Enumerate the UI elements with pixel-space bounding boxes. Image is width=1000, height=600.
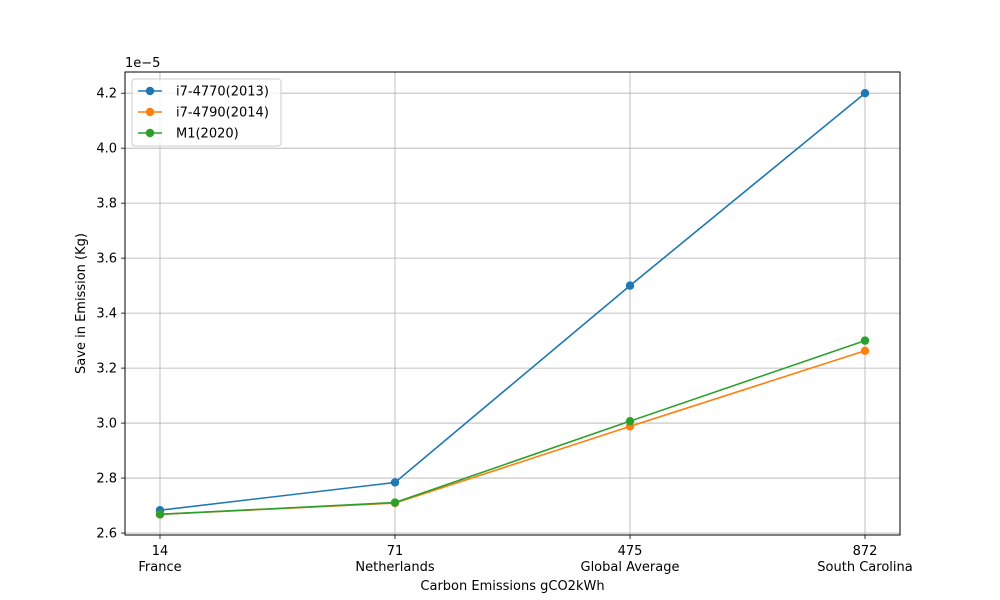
y-tick-label: 3.2 <box>96 362 117 377</box>
y-tick-label: 2.8 <box>96 472 117 487</box>
plot-area-frame <box>124 71 901 536</box>
y-tick-label: 3.6 <box>96 252 117 267</box>
data-point <box>625 416 635 426</box>
x-axis-label: Carbon Emissions gCO2kWh <box>420 579 604 594</box>
data-point <box>155 510 165 519</box>
legend: i7-4770(2013) i7-4790(2014) M1(2020) <box>131 78 282 147</box>
data-point <box>860 346 870 355</box>
y-tick-label: 3.4 <box>96 307 117 322</box>
series-line-3 <box>159 339 866 516</box>
data-point <box>860 336 870 345</box>
data-point <box>390 478 400 487</box>
data-point <box>390 498 400 507</box>
legend-label: i7-4790(2014) <box>176 106 269 121</box>
series-line-1 <box>159 92 866 512</box>
y-tick-label: 4.0 <box>96 142 117 157</box>
y-axis-label: Save in Emission (Kg) <box>74 233 89 374</box>
y-tick-label: 4.2 <box>96 87 117 102</box>
legend-swatch-marker <box>145 107 155 117</box>
data-point <box>860 88 870 98</box>
legend-swatch-marker <box>145 128 155 138</box>
x-tick-label: 475 <box>618 544 643 559</box>
y-axis-scale-label: 1e−5 <box>125 56 160 71</box>
x-tick-category-label: South Carolina <box>817 560 912 575</box>
data-point <box>625 281 635 290</box>
grid-lines <box>125 72 900 535</box>
legend-label: i7-4770(2013) <box>176 85 269 100</box>
y-tick-label: 3.8 <box>96 197 117 212</box>
y-tick-label: 2.6 <box>96 527 117 542</box>
x-tick-label: 14 <box>152 544 169 559</box>
series-lines <box>155 88 870 519</box>
x-tick-category-label: France <box>138 560 181 575</box>
x-tick-label: 71 <box>387 544 404 559</box>
x-tick-category-label: Global Average <box>581 560 680 575</box>
x-tick-label: 872 <box>853 544 878 559</box>
x-tick-category-label: Netherlands <box>355 560 434 575</box>
legend-box <box>131 78 282 147</box>
legend-label: M1(2020) <box>176 127 239 142</box>
y-tick-label: 3.0 <box>96 417 117 432</box>
legend-swatch-marker <box>145 86 155 96</box>
series-line-2 <box>159 350 866 516</box>
